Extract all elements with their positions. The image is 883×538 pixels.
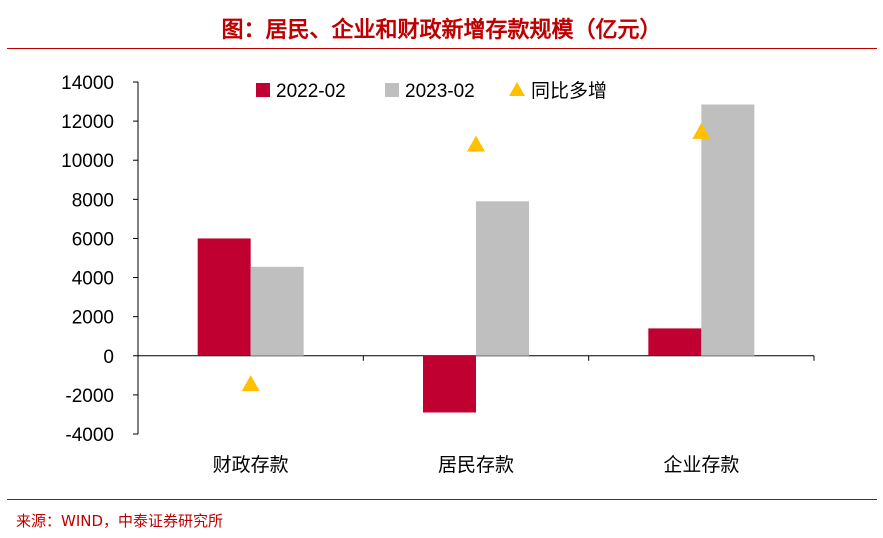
legend: 2022-02 2023-02 同比多增 bbox=[256, 80, 607, 102]
legend-label: 2022-02 bbox=[276, 81, 346, 102]
bar-2023-02 bbox=[701, 104, 755, 356]
bar-2022-02 bbox=[197, 238, 251, 356]
bar-2022-02 bbox=[423, 355, 476, 413]
y-tick-label: 10000 bbox=[61, 151, 114, 172]
y-axis: 14000 12000 10000 8000 6000 4000 2000 0 -2000 -40… bbox=[61, 73, 139, 446]
category-labels: 财政存款 居民存款 企业存款 bbox=[213, 454, 740, 476]
yoy-triangle-marker bbox=[241, 375, 260, 392]
category-label: 居民存款 bbox=[438, 454, 514, 476]
legend-swatch-2022 bbox=[256, 83, 270, 97]
y-tick-label: 12000 bbox=[61, 112, 114, 133]
bar-2022-02 bbox=[648, 328, 702, 356]
y-tick-label: -4000 bbox=[65, 425, 114, 446]
bar-2023-02 bbox=[250, 266, 304, 356]
y-tick-label: 6000 bbox=[72, 229, 114, 250]
y-tick-label: 14000 bbox=[61, 73, 114, 94]
legend-triangle-icon bbox=[509, 82, 525, 96]
yoy-triangle-marker bbox=[692, 122, 711, 139]
y-tick-label: -2000 bbox=[65, 386, 114, 407]
y-tick-label: 2000 bbox=[72, 308, 114, 329]
y-tick-label: 0 bbox=[103, 347, 114, 368]
chart-title: 图：居民、企业和财政新增存款规模（亿元） bbox=[221, 18, 662, 43]
legend-label: 2023-02 bbox=[405, 81, 475, 102]
legend-swatch-2023 bbox=[385, 83, 399, 97]
legend-label: 同比多增 bbox=[531, 80, 607, 102]
source-divider bbox=[7, 499, 877, 500]
bar-2023-02 bbox=[476, 201, 529, 356]
category-label: 企业存款 bbox=[663, 454, 739, 476]
yoy-markers bbox=[241, 122, 711, 392]
yoy-triangle-marker bbox=[467, 135, 485, 152]
title-divider bbox=[7, 48, 877, 49]
y-tick-label: 4000 bbox=[72, 269, 114, 290]
source-note: 来源：WIND，中泰证券研究所 bbox=[16, 512, 224, 530]
bars bbox=[197, 104, 755, 413]
y-tick-label: 8000 bbox=[72, 190, 114, 211]
category-label: 财政存款 bbox=[213, 454, 289, 476]
